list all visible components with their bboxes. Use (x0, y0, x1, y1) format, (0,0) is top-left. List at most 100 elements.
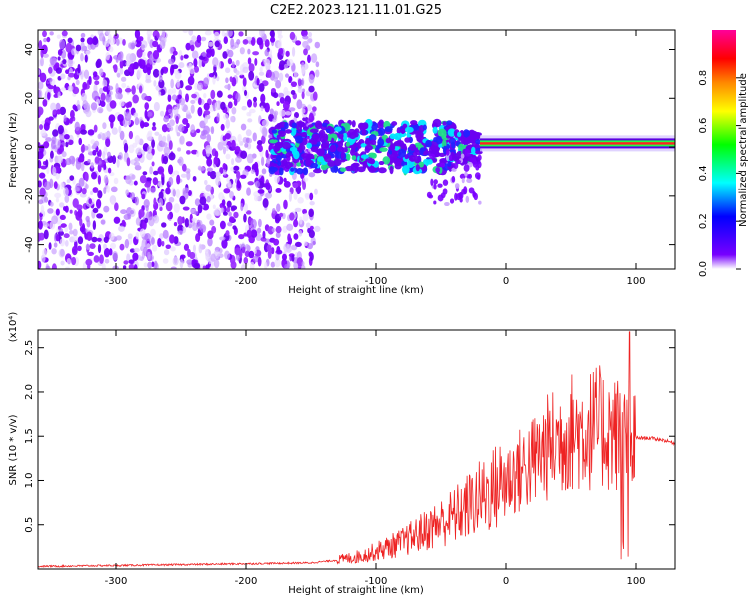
heatmap-cell (87, 263, 91, 269)
heatmap-cell (109, 232, 115, 241)
heatmap-cell (88, 198, 93, 205)
heatmap-cell (225, 145, 229, 152)
heatmap-cell (44, 196, 49, 203)
heatmap-cell (252, 51, 260, 56)
heatmap-cell (301, 30, 308, 37)
heatmap-cell (262, 198, 269, 208)
heatmap-cell (51, 248, 57, 255)
snr-x-tick-label: 100 (626, 576, 645, 587)
heatmap-cell (42, 99, 48, 107)
heatmap-cell (202, 265, 206, 269)
colorbar-ticks: 0.0 0.2 0.4 0.6 0.8 (698, 70, 741, 277)
heatmap-cell (38, 68, 41, 76)
heatmap-cell (71, 245, 78, 256)
heatmap-cell (60, 73, 66, 80)
heatmap-cell (64, 133, 70, 140)
heatmap-cell (278, 130, 286, 137)
heatmap-cell (229, 76, 233, 83)
heatmap-cell (168, 176, 174, 186)
heatmap-cell (398, 143, 407, 148)
heatmap-cell (53, 181, 58, 190)
heatmap-cell (64, 266, 71, 269)
heatmap-cell (207, 171, 212, 177)
heatmap-cell (243, 213, 247, 223)
heatmap-cell (284, 129, 292, 134)
heatmap-cell (231, 158, 235, 166)
heatmap-cell (474, 132, 482, 137)
heatmap-cell (447, 160, 452, 168)
heatmap-cell (445, 149, 450, 156)
heatmap-cell (221, 199, 226, 207)
heatmap-cell (285, 73, 290, 78)
heatmap-cell (302, 213, 309, 222)
heatmap-cell (177, 147, 182, 152)
spectrogram-x-tick-label: -300 (105, 276, 128, 287)
heatmap-cell (127, 101, 133, 108)
heatmap-cell (179, 195, 186, 205)
heatmap-cell (337, 132, 344, 140)
heatmap-cell (255, 166, 259, 177)
heatmap-cell (60, 181, 65, 190)
heatmap-cell (127, 213, 132, 220)
heatmap-cell (371, 121, 378, 131)
heatmap-cell (161, 30, 166, 38)
heatmap-cell (246, 187, 251, 196)
heatmap-cell (260, 105, 264, 112)
heatmap-cell (449, 198, 455, 204)
heatmap-cell (199, 120, 206, 129)
heatmap-cell (222, 211, 228, 216)
heatmap-cell (141, 193, 146, 200)
heatmap-cell (152, 170, 159, 176)
heatmap-cell (317, 156, 324, 163)
heatmap-cell (98, 149, 102, 157)
heatmap-cell (308, 85, 315, 93)
heatmap-cell (456, 131, 462, 138)
heatmap-cell (303, 48, 308, 56)
heatmap-cell (207, 237, 213, 247)
heatmap-cell (112, 155, 117, 165)
heatmap-cell (61, 52, 66, 59)
heatmap-cell (263, 58, 271, 67)
heatmap-cell (109, 242, 117, 250)
heatmap-cell (151, 139, 155, 149)
heatmap-cell (250, 219, 257, 229)
heatmap-cell (425, 139, 432, 148)
heatmap-cell (79, 217, 83, 227)
heatmap-cell (193, 65, 200, 73)
heatmap-cell (248, 250, 255, 259)
snr-axes: -300 -200 -100 0 100 0.5 1.0 1.5 2.0 2.5 (24, 330, 675, 587)
heatmap-cell (126, 157, 131, 167)
heatmap-cell (118, 152, 124, 161)
snr-frame (37, 329, 676, 570)
heatmap-cell (231, 61, 235, 69)
heatmap-cell (260, 237, 267, 242)
heatmap-cell (134, 30, 141, 39)
heatmap-cell (51, 215, 59, 225)
heatmap-cell (197, 97, 202, 106)
heatmap-cell (215, 176, 221, 187)
snr-y-tick-label: 1.0 (24, 473, 35, 489)
heatmap-cell (162, 155, 169, 165)
carrier-peak (480, 142, 675, 145)
heatmap-cell (459, 173, 466, 180)
heatmap-cell (297, 197, 304, 204)
heatmap-cell (289, 212, 295, 221)
heatmap-cell (131, 174, 136, 180)
heatmap-cell (177, 94, 182, 100)
heatmap-cell (103, 40, 110, 47)
heatmap-cell (123, 260, 129, 265)
heatmap-cell (139, 228, 146, 238)
heatmap-cell (300, 103, 306, 109)
heatmap-cell (143, 262, 148, 268)
chart-title: C2E2.2023.121.11.01.G25 (270, 3, 442, 18)
heatmap-cell (176, 79, 180, 89)
heatmap-cell (103, 236, 109, 243)
heatmap-cell (76, 104, 81, 111)
heatmap-cell (209, 219, 215, 226)
colorbar-tick-label: 0.2 (698, 213, 709, 229)
heatmap-cell (57, 124, 64, 135)
spectrogram-frame (37, 29, 676, 270)
heatmap-cell (176, 132, 181, 137)
heatmap-cell (157, 91, 162, 97)
